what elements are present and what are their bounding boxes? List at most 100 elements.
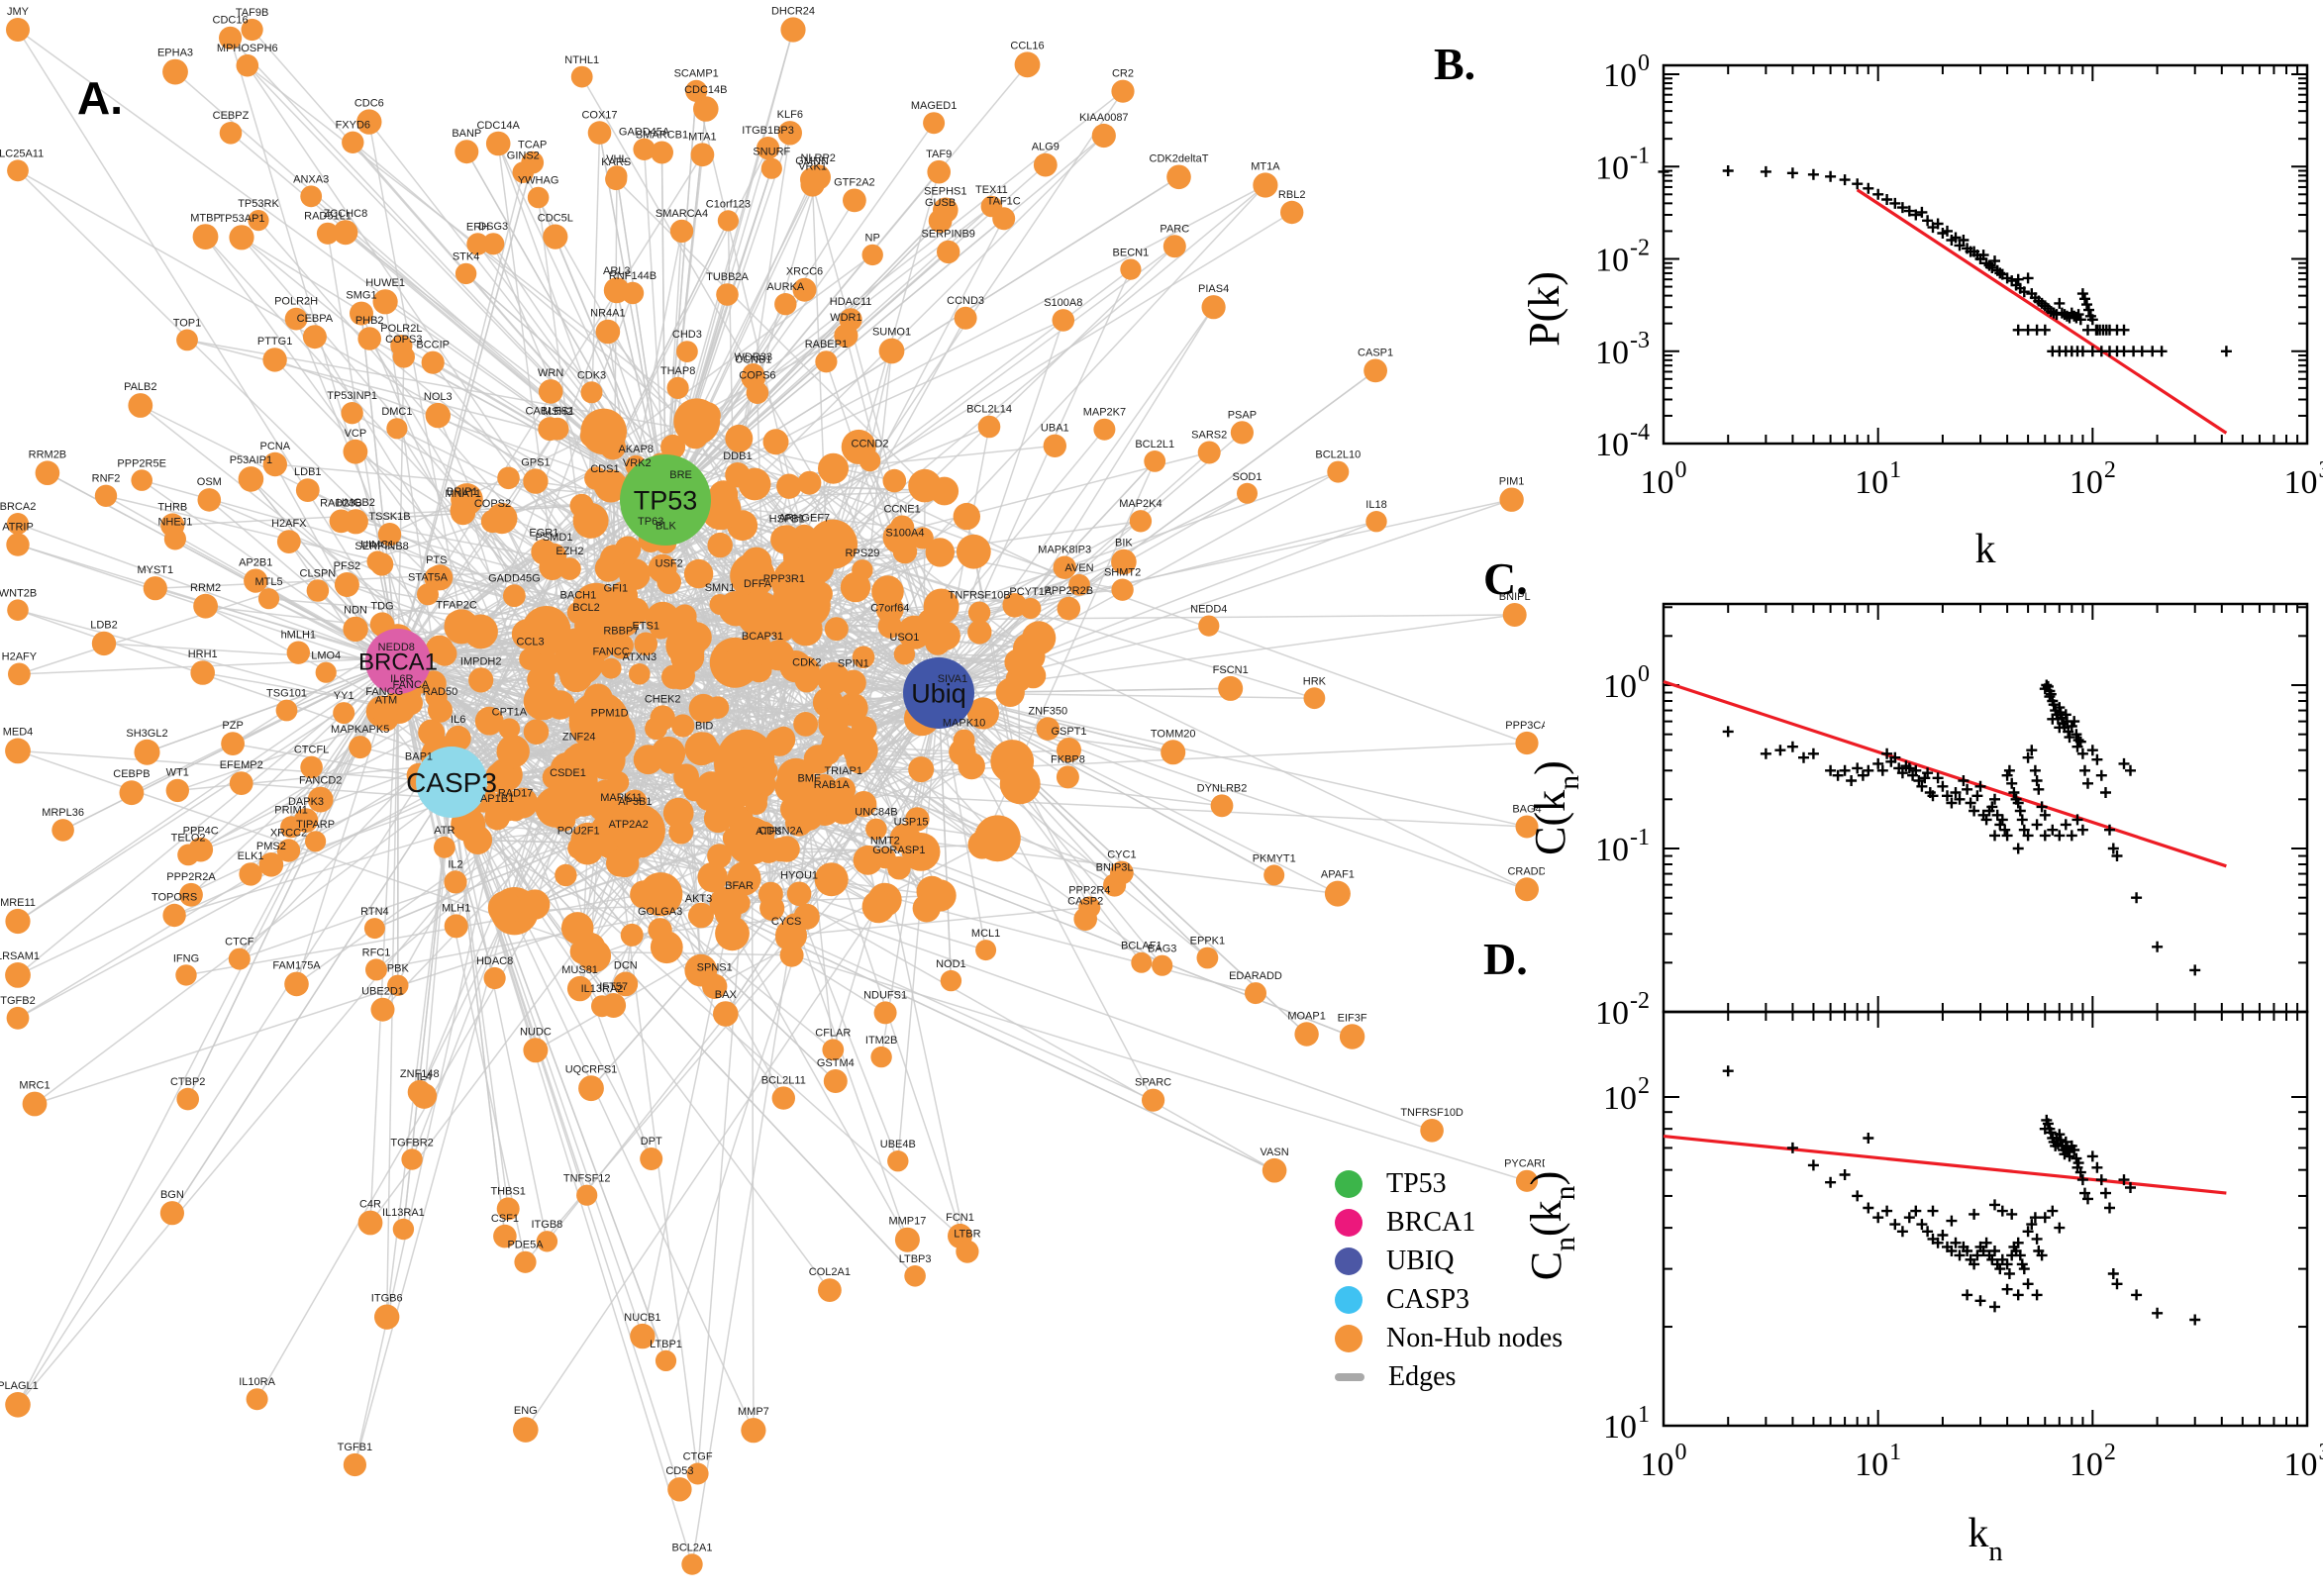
non-hub-node bbox=[887, 1150, 909, 1172]
non-hub-node bbox=[523, 1038, 549, 1063]
gene-label: ETS1 bbox=[632, 621, 659, 633]
gene-label: GPS1 bbox=[521, 457, 550, 469]
gene-label: GTF2A2 bbox=[834, 177, 875, 189]
data-point bbox=[2091, 324, 2103, 336]
data-point bbox=[1950, 232, 1962, 244]
non-hub-node bbox=[434, 836, 455, 858]
gene-label: TAF9B bbox=[236, 7, 268, 19]
non-hub-node bbox=[893, 644, 916, 665]
network-edge bbox=[397, 356, 405, 662]
network-edge bbox=[103, 643, 399, 662]
gene-label: CFLAR bbox=[815, 1027, 851, 1039]
non-hub-node bbox=[861, 244, 883, 266]
non-hub-node bbox=[1120, 258, 1142, 280]
gene-label: PHB2 bbox=[355, 315, 384, 327]
network-legend: TP53 BRCA1 UBIQ CASP3 Non-Hub nodes Edges bbox=[1335, 1164, 1563, 1396]
gene-label: TNFRSF10B bbox=[949, 590, 1011, 602]
non-hub-node bbox=[613, 971, 639, 997]
gene-label: USF2 bbox=[656, 557, 683, 569]
data-point bbox=[2042, 1118, 2054, 1130]
non-hub-node bbox=[1263, 864, 1285, 886]
network-edge bbox=[725, 692, 940, 1015]
non-hub-node bbox=[877, 614, 902, 639]
gene-label: RNF144B bbox=[609, 270, 656, 282]
non-hub-node bbox=[953, 729, 975, 751]
network-edge bbox=[131, 660, 399, 794]
non-hub-node bbox=[1262, 1157, 1287, 1183]
gene-label: CDC14A bbox=[476, 120, 520, 132]
legend-item: UBIQ bbox=[1335, 1242, 1563, 1280]
network-edge bbox=[809, 481, 1528, 745]
non-hub-node bbox=[219, 26, 243, 50]
data-point bbox=[2131, 1289, 2143, 1301]
gene-label: BCCIP bbox=[416, 340, 450, 351]
data-point bbox=[1786, 167, 1798, 179]
network-edge bbox=[141, 479, 618, 614]
gene-label: BIK bbox=[1115, 538, 1133, 549]
network-edge bbox=[381, 799, 584, 1011]
non-hub-node bbox=[305, 831, 327, 852]
non-hub-node bbox=[821, 731, 849, 758]
non-hub-node bbox=[503, 584, 526, 608]
non-hub-node bbox=[574, 613, 598, 638]
non-hub-node bbox=[792, 277, 817, 302]
tick-label: 10-1 bbox=[1595, 143, 1650, 186]
non-hub-node bbox=[356, 109, 382, 135]
network-edge bbox=[451, 781, 667, 1361]
non-hub-node bbox=[51, 819, 74, 842]
gene-label: CCND2 bbox=[852, 439, 889, 450]
gene-label: JMY bbox=[7, 6, 30, 18]
non-hub-node bbox=[333, 702, 355, 725]
network-edge bbox=[451, 781, 916, 1277]
non-hub-node bbox=[673, 763, 699, 790]
non-hub-node bbox=[1364, 358, 1387, 383]
non-hub-node bbox=[762, 429, 789, 455]
non-hub-node bbox=[905, 807, 930, 832]
gene-label: MCL1 bbox=[971, 928, 1000, 940]
data-point bbox=[1760, 748, 1771, 759]
data-point bbox=[1989, 830, 2000, 842]
gene-label: MAP2K7 bbox=[1083, 407, 1126, 419]
non-hub-node bbox=[244, 568, 268, 593]
data-point bbox=[2033, 783, 2045, 795]
non-hub-node bbox=[454, 262, 477, 285]
gene-label: CDK2 bbox=[792, 656, 821, 668]
gene-label: CASP2 bbox=[1067, 895, 1103, 907]
non-hub-node bbox=[22, 1091, 48, 1117]
non-hub-node bbox=[923, 112, 946, 135]
non-hub-node bbox=[606, 849, 634, 877]
gene-label: FKBP8 bbox=[1051, 753, 1085, 765]
gene-label: DDB1 bbox=[723, 450, 752, 462]
non-hub-node bbox=[858, 449, 881, 472]
non-hub-node bbox=[911, 527, 934, 549]
data-point bbox=[2076, 824, 2088, 836]
data-point bbox=[1889, 1219, 1901, 1231]
gene-label: ELK1 bbox=[238, 850, 264, 862]
non-hub-node bbox=[569, 939, 595, 964]
non-hub-node bbox=[293, 808, 319, 833]
network-edge bbox=[714, 844, 983, 987]
gene-label: TP63 bbox=[638, 516, 663, 528]
non-hub-node bbox=[887, 855, 911, 880]
non-hub-node bbox=[894, 1227, 920, 1252]
gene-nodes-layer bbox=[5, 17, 1539, 1575]
data-point bbox=[2022, 830, 2034, 842]
data-point bbox=[1916, 780, 1928, 792]
gene-label: GSTM4 bbox=[817, 1057, 855, 1069]
network-edge bbox=[938, 432, 1243, 694]
hub-nodes-layer: TP53 BRCA1 Ubiq CASP3 bbox=[358, 454, 974, 818]
gene-label: C4R bbox=[359, 1199, 381, 1211]
non-hub-node bbox=[1420, 1119, 1444, 1143]
gene-label: CTGF bbox=[683, 1451, 713, 1463]
data-point bbox=[1974, 780, 1986, 792]
non-hub-node bbox=[236, 53, 259, 77]
gene-label: CDKN2A bbox=[758, 826, 803, 838]
non-hub-node bbox=[179, 882, 203, 907]
network-edge bbox=[451, 781, 644, 1337]
non-hub-node bbox=[746, 589, 769, 614]
data-point bbox=[2018, 824, 2030, 836]
legend-item-label: BRCA1 bbox=[1386, 1206, 1476, 1238]
data-point bbox=[2022, 1226, 2034, 1238]
non-hub-node bbox=[386, 418, 408, 440]
network-edge bbox=[938, 692, 987, 950]
